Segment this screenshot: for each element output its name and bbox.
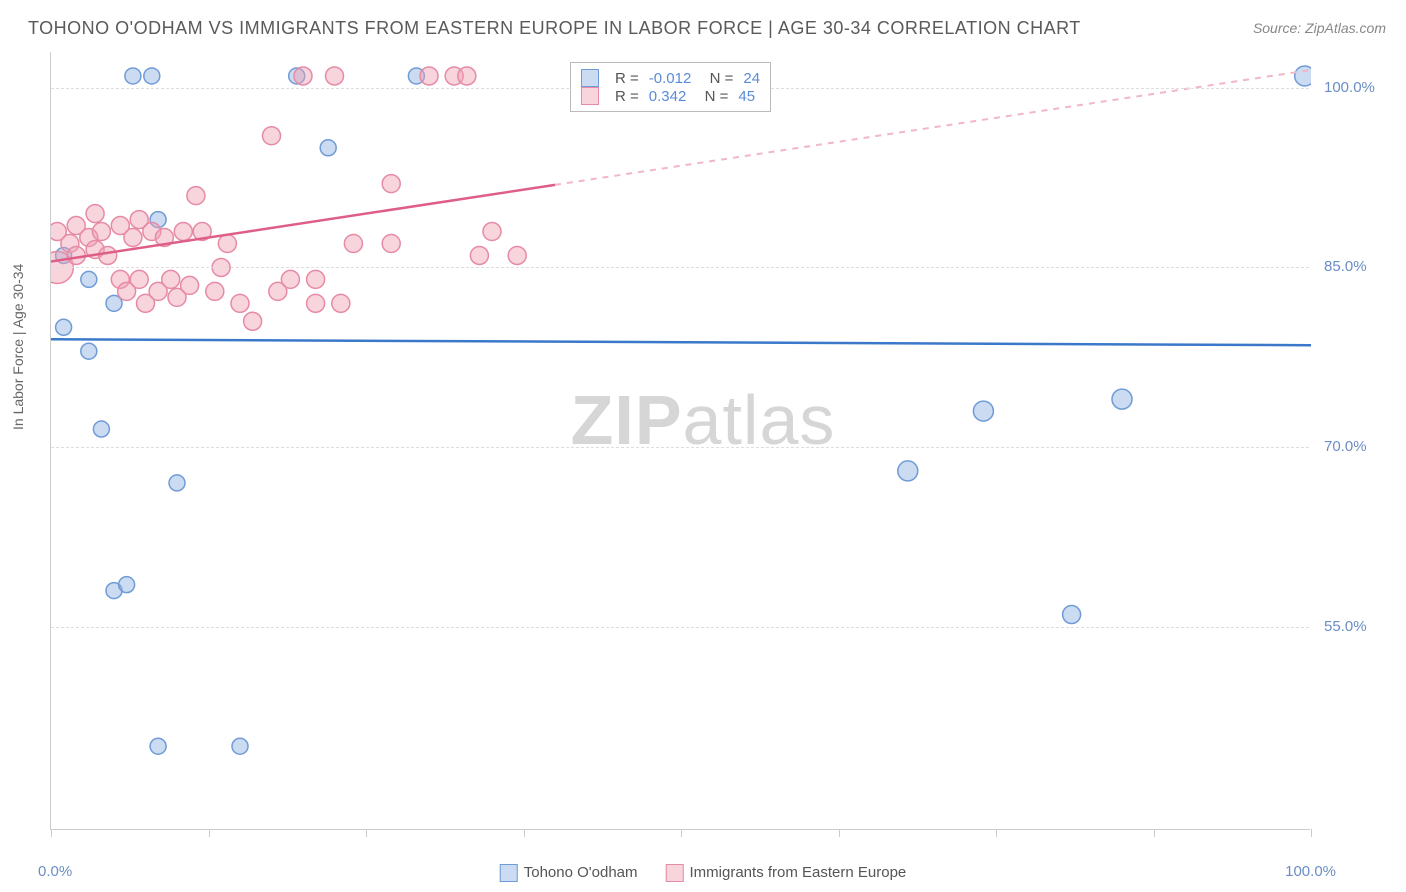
scatter-point	[326, 67, 344, 85]
scatter-point	[93, 421, 109, 437]
scatter-point	[92, 223, 110, 241]
scatter-point	[150, 738, 166, 754]
x-axis-max-label: 100.0%	[1285, 863, 1336, 880]
scatter-point	[206, 282, 224, 300]
gridline	[51, 267, 1309, 268]
legend-stat-row: R = 0.342 N = 45	[581, 87, 760, 105]
gridline	[51, 447, 1309, 448]
stat-n-label: N =	[696, 88, 728, 105]
scatter-point	[382, 235, 400, 253]
source-credit: Source: ZipAtlas.com	[1253, 20, 1386, 36]
plot-area	[50, 52, 1310, 830]
x-axis-min-label: 0.0%	[38, 863, 72, 880]
correlation-legend: R = -0.012 N = 24R = 0.342 N = 45	[570, 62, 771, 112]
stat-r-label: R =	[615, 70, 639, 87]
scatter-point	[81, 343, 97, 359]
stat-n-label: N =	[701, 70, 733, 87]
scatter-point	[56, 319, 72, 335]
y-tick-label: 70.0%	[1324, 438, 1367, 455]
y-tick-label: 85.0%	[1324, 258, 1367, 275]
scatter-svg	[51, 52, 1311, 830]
scatter-point	[382, 175, 400, 193]
scatter-point	[174, 223, 192, 241]
scatter-point	[1063, 606, 1081, 624]
chart-title: TOHONO O'ODHAM VS IMMIGRANTS FROM EASTER…	[28, 18, 1081, 39]
scatter-point	[181, 276, 199, 294]
scatter-point	[124, 229, 142, 247]
x-tick	[839, 829, 840, 837]
scatter-point	[162, 270, 180, 288]
scatter-point	[231, 294, 249, 312]
stat-r-value: -0.012	[649, 70, 692, 87]
scatter-point	[344, 235, 362, 253]
scatter-point	[898, 461, 918, 481]
legend-label: Tohono O'odham	[524, 864, 638, 881]
legend-item: Tohono O'odham	[500, 864, 638, 882]
scatter-point	[144, 68, 160, 84]
series-legend: Tohono O'odham Immigrants from Eastern Eu…	[500, 864, 907, 882]
scatter-point	[1112, 389, 1132, 409]
legend-stat-row: R = -0.012 N = 24	[581, 69, 760, 87]
x-tick	[209, 829, 210, 837]
scatter-point	[307, 270, 325, 288]
stat-n-value: 45	[738, 88, 755, 105]
x-tick	[681, 829, 682, 837]
scatter-point	[1295, 66, 1311, 86]
scatter-point	[244, 312, 262, 330]
legend-swatch	[581, 69, 599, 87]
y-axis-label: In Labor Force | Age 30-34	[10, 264, 26, 430]
legend-swatch	[500, 864, 518, 882]
scatter-point	[125, 68, 141, 84]
x-tick	[51, 829, 52, 837]
scatter-point	[263, 127, 281, 145]
scatter-point	[973, 401, 993, 421]
scatter-point	[470, 246, 488, 264]
scatter-point	[119, 577, 135, 593]
scatter-point	[332, 294, 350, 312]
stat-n-value: 24	[743, 70, 760, 87]
legend-label: Immigrants from Eastern Europe	[690, 864, 907, 881]
scatter-point	[420, 67, 438, 85]
x-tick	[524, 829, 525, 837]
legend-swatch	[666, 864, 684, 882]
scatter-point	[187, 187, 205, 205]
trendline-solid	[51, 339, 1311, 345]
y-tick-label: 100.0%	[1324, 79, 1375, 96]
scatter-point	[232, 738, 248, 754]
scatter-point	[320, 140, 336, 156]
legend-swatch	[581, 87, 599, 105]
scatter-point	[307, 294, 325, 312]
stat-r-value: 0.342	[649, 88, 687, 105]
x-tick	[1154, 829, 1155, 837]
scatter-point	[294, 67, 312, 85]
scatter-point	[86, 205, 104, 223]
scatter-point	[218, 235, 236, 253]
scatter-point	[99, 246, 117, 264]
scatter-point	[281, 270, 299, 288]
stat-r-label: R =	[615, 88, 639, 105]
scatter-point	[169, 475, 185, 491]
scatter-point	[81, 271, 97, 287]
y-tick-label: 55.0%	[1324, 618, 1367, 635]
scatter-point	[130, 270, 148, 288]
scatter-point	[458, 67, 476, 85]
x-tick	[1311, 829, 1312, 837]
gridline	[51, 627, 1309, 628]
x-tick	[366, 829, 367, 837]
scatter-point	[508, 246, 526, 264]
scatter-point	[483, 223, 501, 241]
x-tick	[996, 829, 997, 837]
legend-item: Immigrants from Eastern Europe	[666, 864, 907, 882]
